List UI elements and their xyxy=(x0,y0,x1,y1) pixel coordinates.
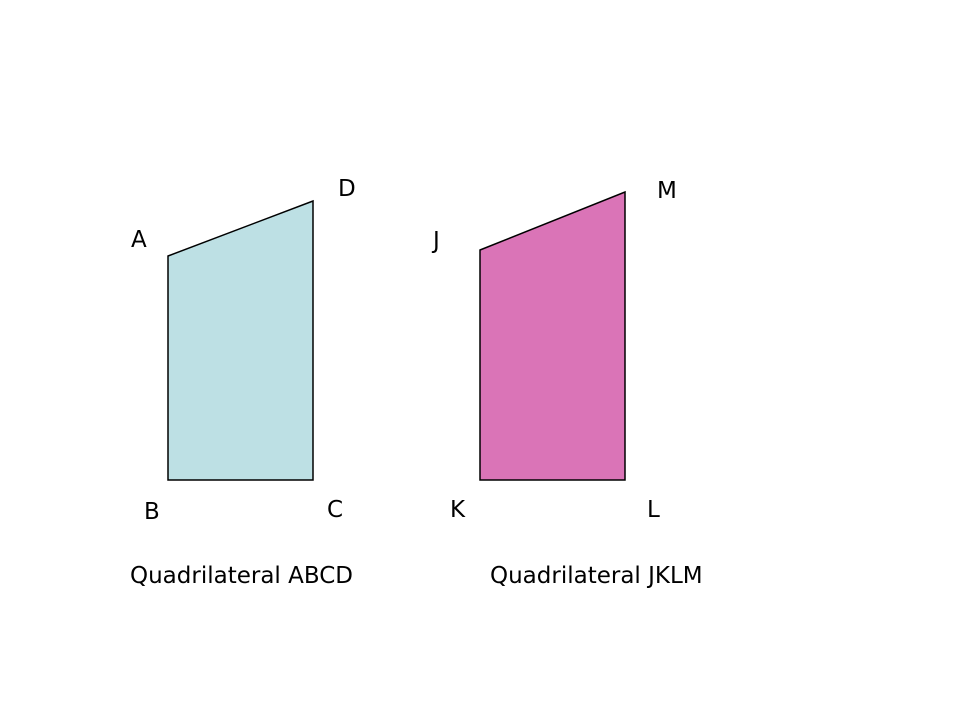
vertex-label-d: D xyxy=(338,176,356,202)
vertex-label-l: L xyxy=(647,497,660,523)
vertex-label-b: B xyxy=(144,499,160,525)
quadrilateral-jklm: J M K L Quadrilateral JKLM xyxy=(431,178,703,589)
quadrilateral-jklm-shape xyxy=(479,190,626,481)
vertex-label-m: M xyxy=(657,178,677,204)
caption-abcd: Quadrilateral ABCD xyxy=(130,563,353,589)
vertex-label-c: C xyxy=(327,497,343,523)
vertex-label-j: J xyxy=(431,228,440,254)
vertex-label-a: A xyxy=(131,227,147,253)
quadrilateral-abcd: A D B C Quadrilateral ABCD xyxy=(130,176,356,589)
caption-jklm: Quadrilateral JKLM xyxy=(490,563,703,589)
vertex-label-k: K xyxy=(450,497,466,523)
quadrilateral-abcd-shape xyxy=(167,199,314,481)
